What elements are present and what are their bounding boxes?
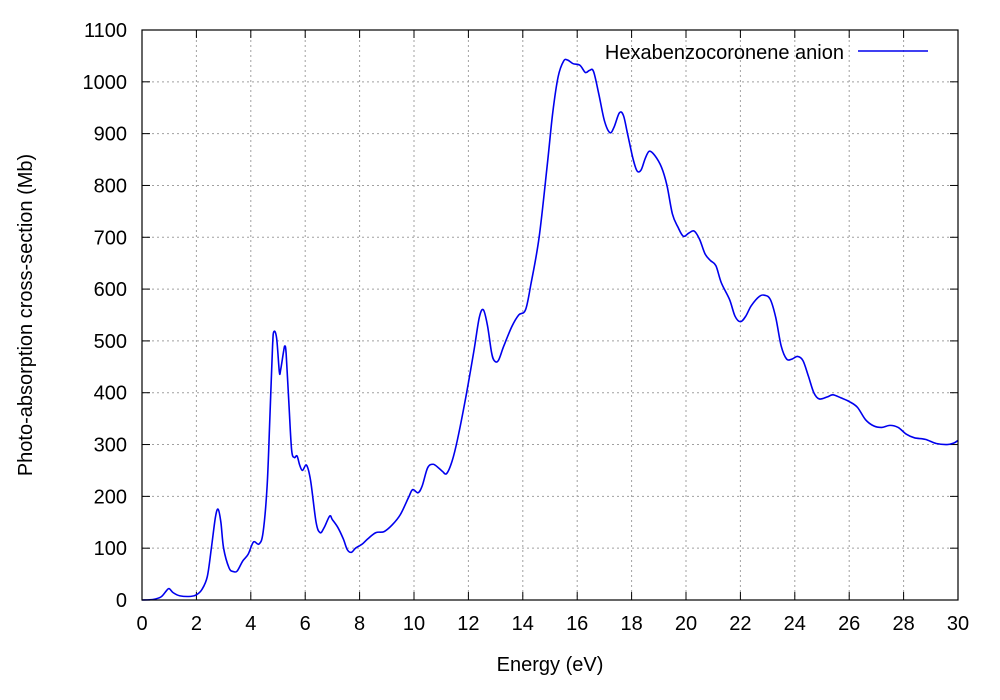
y-tick-label: 800: [94, 175, 127, 197]
x-tick-label: 12: [457, 613, 479, 635]
y-tick-label: 400: [94, 383, 127, 405]
y-tick-label: 0: [116, 590, 127, 612]
x-tick-label: 6: [300, 613, 311, 635]
ticks-layer: [141, 29, 959, 601]
x-tick-label: 0: [136, 613, 147, 635]
series-layer: [141, 58, 959, 601]
series-line: [141, 58, 959, 601]
y-axis-title: Photo-absorption cross-section (Mb): [15, 154, 37, 476]
x-tick-label: 22: [729, 613, 751, 635]
legend: Hexabenzocoronene anion: [605, 42, 928, 64]
y-tick-labels: 0 100 200 300 400 500 600 700 800 900 1000 1100: [83, 20, 128, 612]
y-tick-label: 300: [94, 435, 127, 457]
y-tick-label: 200: [94, 486, 127, 508]
x-tick-label: 14: [512, 613, 534, 635]
grid-layer: [142, 30, 958, 600]
x-tick-label: 26: [838, 613, 860, 635]
y-tick-label: 100: [94, 538, 127, 560]
x-tick-label: 30: [947, 613, 969, 635]
x-tick-label: 20: [675, 613, 697, 635]
y-tick-label: 500: [94, 331, 127, 353]
legend-label: Hexabenzocoronene anion: [605, 42, 844, 64]
x-tick-label: 8: [354, 613, 365, 635]
x-tick-label: 16: [566, 613, 588, 635]
y-tick-label: 900: [94, 124, 127, 146]
y-tick-label: 600: [94, 279, 127, 301]
x-axis-title: Energy (eV): [497, 654, 604, 676]
x-tick-label: 24: [784, 613, 806, 635]
x-tick-label: 10: [403, 613, 425, 635]
x-tick-labels: 0 2 4 6 8 10 12 14 16 18 20 22 24 26 28 30: [136, 613, 969, 635]
x-tick-label: 28: [892, 613, 914, 635]
plot-frame: [141, 29, 959, 601]
y-tick-label: 700: [94, 227, 127, 249]
x-tick-label: 4: [245, 613, 256, 635]
x-tick-label: 18: [620, 613, 642, 635]
x-tick-label: 2: [191, 613, 202, 635]
y-tick-label: 1100: [84, 20, 127, 42]
y-tick-label: 1000: [83, 72, 128, 94]
